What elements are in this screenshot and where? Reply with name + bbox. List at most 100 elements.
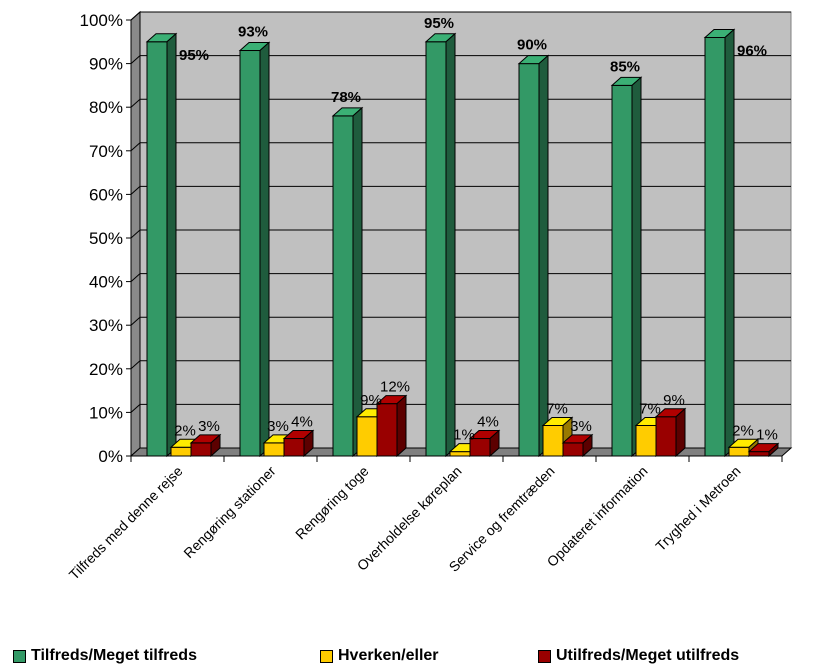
gridline-side <box>130 186 141 195</box>
bar <box>424 32 457 458</box>
gridline-side <box>130 11 141 21</box>
data-label: 78% <box>331 89 361 106</box>
y-tick-label: 30% <box>89 316 123 335</box>
y-tick-label: 10% <box>89 403 123 422</box>
data-label: 95% <box>424 15 454 32</box>
y-tick-label: 80% <box>89 98 123 117</box>
bar-side <box>538 54 549 458</box>
data-label: 2% <box>732 422 754 439</box>
y-tick-label: 0% <box>98 447 123 466</box>
data-label: 93% <box>238 24 268 41</box>
data-label: 12% <box>380 379 410 396</box>
x-category-label: Tryghed i Metroen <box>652 463 743 554</box>
gridline-side <box>130 55 141 64</box>
bar-front <box>748 451 770 457</box>
bar-side <box>489 429 500 458</box>
data-label: 95% <box>179 47 209 64</box>
bar-front <box>562 442 584 457</box>
y-tick-label: 70% <box>89 142 123 161</box>
x-category-label: Tilfreds med denne rejse <box>66 463 186 583</box>
bar <box>189 433 222 458</box>
bar-side <box>210 433 221 458</box>
plot-area <box>129 10 793 458</box>
data-label: 1% <box>756 427 778 444</box>
x-category-label: Rengøring toge <box>292 463 372 543</box>
bar-front <box>611 84 633 457</box>
data-label: 7% <box>546 400 568 417</box>
bar-side <box>768 442 779 458</box>
bar <box>610 76 643 458</box>
bar <box>561 433 594 458</box>
bar-front <box>283 438 305 457</box>
data-label: 2% <box>174 422 196 439</box>
bar-front <box>190 442 212 457</box>
gridline-side <box>130 273 141 282</box>
data-label: 3% <box>267 418 289 435</box>
gridline-side <box>130 404 141 413</box>
legend-swatch-dissatisfied <box>538 649 551 663</box>
bar <box>238 41 271 458</box>
bar-side <box>259 41 270 458</box>
gridline-side <box>130 360 141 370</box>
data-label: 9% <box>360 392 382 409</box>
y-tick-label: 60% <box>89 185 123 204</box>
bar <box>703 28 736 458</box>
y-tick-label: 90% <box>89 55 123 74</box>
bar-front <box>518 63 540 457</box>
bar <box>517 54 550 458</box>
bar-front <box>332 115 354 457</box>
chart: 0% 10% 20% 30% 40% 50% 60% 70% 80% 90% 100% Tilfred… <box>66 10 793 583</box>
bar <box>747 442 780 458</box>
bar-side <box>396 394 407 458</box>
bar-front <box>542 424 564 457</box>
bar-front <box>170 446 192 457</box>
bar-side <box>631 76 642 458</box>
bar <box>468 429 501 458</box>
legend-label-neutral: Hverken/eller <box>338 647 439 664</box>
gridline-side <box>130 316 141 326</box>
y-tick-label: 40% <box>89 273 123 292</box>
bars <box>145 28 780 458</box>
y-tick-label: 50% <box>89 229 123 248</box>
bar-front <box>239 50 261 457</box>
x-category-label: Overholdelse køreplan <box>354 463 465 574</box>
x-category-label: Service og fremtræden <box>446 463 558 575</box>
data-label: 1% <box>453 427 475 444</box>
data-label: 90% <box>517 37 547 54</box>
gridline-side <box>130 229 141 239</box>
x-category-label: Opdateret information <box>544 463 651 570</box>
bar-side <box>724 28 735 458</box>
legend-swatch-satisfied <box>13 649 26 663</box>
bar-front <box>146 41 168 457</box>
legend-swatch-neutral <box>320 649 333 663</box>
y-tick-label: 20% <box>89 360 123 379</box>
bar <box>375 394 408 458</box>
data-label: 96% <box>737 42 767 59</box>
bar <box>282 429 315 458</box>
bar-side <box>445 32 456 458</box>
data-label: 4% <box>477 414 499 431</box>
legend-item-neutral: Hverken/eller <box>320 647 439 665</box>
gridline-side <box>130 98 141 108</box>
bar-front <box>728 446 750 457</box>
bar-front <box>376 403 398 457</box>
legend: Tilfreds/Meget tilfreds Hverken/eller Ut… <box>0 647 815 669</box>
gridline-side <box>130 142 141 152</box>
bar <box>654 407 687 458</box>
bar <box>145 32 178 458</box>
bar-side <box>303 429 314 458</box>
bar-front <box>356 416 378 457</box>
bar-front <box>704 36 726 457</box>
data-label: 85% <box>610 58 640 75</box>
bar-front <box>263 442 285 457</box>
bar-front <box>425 41 447 457</box>
data-labels: 95%93%78%95%90%85%96%2% 3%9%1%7% 7%2%3% 4%1… <box>174 15 778 444</box>
bar-front <box>635 424 657 457</box>
legend-item-dissatisfied: Utilfreds/Meget utilfreds <box>538 647 739 665</box>
legend-item-satisfied: Tilfreds/Meget tilfreds <box>13 647 197 665</box>
data-label: 7% <box>639 400 661 417</box>
legend-label-satisfied: Tilfreds/Meget tilfreds <box>31 647 197 664</box>
bar-front <box>655 416 677 457</box>
data-label: 3% <box>198 418 220 435</box>
bar <box>331 106 364 458</box>
